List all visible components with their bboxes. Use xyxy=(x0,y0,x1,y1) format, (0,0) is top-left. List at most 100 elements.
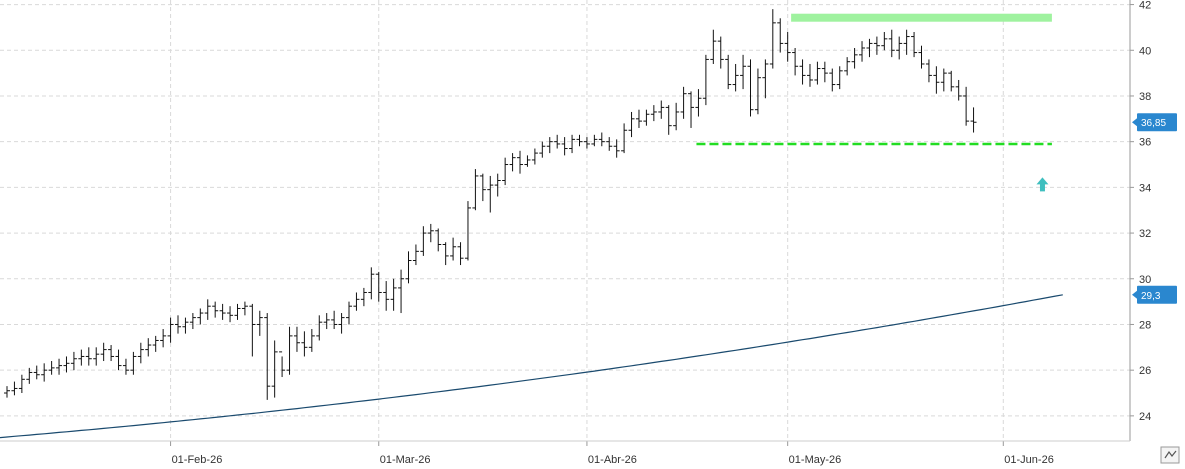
ohlc-bar xyxy=(346,301,353,325)
ohlc-bar xyxy=(583,137,590,149)
ohlc-bar xyxy=(784,31,791,62)
ohlc-bar xyxy=(398,269,405,314)
ohlc-bar xyxy=(368,267,375,300)
y-tick-label: 30 xyxy=(1139,274,1151,286)
ohlc-bar xyxy=(799,59,806,85)
y-tick-label: 38 xyxy=(1139,91,1151,103)
ohlc-bar xyxy=(524,155,531,167)
ohlc-bar xyxy=(903,29,910,55)
y-tick-label: 42 xyxy=(1139,0,1151,12)
ohlc-bar xyxy=(561,137,568,156)
ohlc-bar xyxy=(56,358,63,375)
ohlc-bar xyxy=(635,109,642,128)
ohlc-bar xyxy=(227,306,234,323)
ohlc-bar xyxy=(591,134,598,147)
ohlc-bar xyxy=(769,9,776,69)
ohlc-bar xyxy=(821,61,828,83)
ohlc-bar xyxy=(219,303,226,320)
ohlc-bar xyxy=(420,226,427,256)
x-tick-label: 01-Jun-26 xyxy=(1004,454,1054,466)
ohlc-bar xyxy=(732,63,739,92)
ohlc-bar xyxy=(316,315,323,341)
ohlc-bar xyxy=(851,47,858,69)
ohlc-bar xyxy=(777,18,784,53)
ohlc-bar xyxy=(18,374,25,394)
ohlc-bar xyxy=(182,317,189,334)
ohlc-bar xyxy=(63,356,70,373)
ohlc-bar xyxy=(130,351,137,375)
ohlc-bar xyxy=(293,326,300,352)
ohlc-bar xyxy=(940,68,947,92)
ohlc-bar xyxy=(888,29,895,58)
moving-average-badge-pointer xyxy=(1132,290,1137,299)
collapse-chart-button-frame xyxy=(1160,446,1180,464)
ohlc-bar xyxy=(650,105,657,122)
ohlc-bar xyxy=(531,148,538,165)
moving-average-line xyxy=(0,294,1063,439)
annotation-layer xyxy=(696,13,1052,192)
ohlc-bar xyxy=(509,153,516,172)
ohlc-bar xyxy=(331,310,338,330)
ohlc-bar xyxy=(167,317,174,343)
ohlc-bar xyxy=(264,313,271,400)
ohlc-bar xyxy=(78,349,85,366)
ohlc-bar xyxy=(472,169,479,211)
ohlc-bar xyxy=(4,386,10,398)
ohlc-bar xyxy=(390,278,397,311)
ohlc-bar xyxy=(717,36,724,69)
ohlc-bar xyxy=(546,137,553,154)
ohlc-bar xyxy=(204,299,211,320)
last-price-badge-pointer xyxy=(1132,118,1137,127)
ohlc-bar xyxy=(955,79,962,101)
collapse-chart-button[interactable] xyxy=(1160,446,1180,464)
ohlc-bar xyxy=(137,342,144,364)
ohlc-bar xyxy=(494,173,501,197)
ohlc-bar xyxy=(160,329,167,348)
ohlc-bar xyxy=(212,301,219,318)
ohlc-bar xyxy=(33,365,40,380)
ohlc-bar xyxy=(405,251,412,284)
y-tick-label: 24 xyxy=(1139,411,1151,423)
ohlc-bar xyxy=(658,100,665,119)
ohlc-bar xyxy=(725,54,732,90)
ohlc-bar xyxy=(598,132,605,147)
ohlc-bar xyxy=(695,89,702,117)
moving-average-badge-box xyxy=(1137,285,1177,304)
ohlc-bar xyxy=(576,134,583,147)
ohlc-bar xyxy=(122,358,129,375)
ohlc-bar xyxy=(613,139,620,158)
ohlc-bar xyxy=(643,109,650,126)
ohlc-bar xyxy=(11,381,18,396)
price-badges: 36,85 29,3 xyxy=(1132,113,1177,304)
ohlc-bar xyxy=(249,303,256,357)
ohlc-bar xyxy=(479,173,486,202)
ohlc-bar xyxy=(918,45,925,69)
resistance-zone xyxy=(791,13,1052,22)
ohlc-bar xyxy=(740,54,747,90)
ohlc-bar xyxy=(457,242,464,266)
ohlc-bar xyxy=(859,41,866,62)
price-bars xyxy=(4,9,977,400)
ohlc-bar xyxy=(48,361,55,375)
ohlc-bar xyxy=(412,244,419,266)
ohlc-bar xyxy=(606,137,613,151)
ohlc-bar xyxy=(108,345,115,362)
ohlc-bar xyxy=(286,326,293,375)
ohlc-bar xyxy=(680,86,687,119)
ohlc-bar xyxy=(970,107,977,133)
ohlc-bar xyxy=(152,335,159,352)
ohlc-bar xyxy=(688,91,695,128)
ohlc-bar xyxy=(963,86,970,126)
y-tick-label: 34 xyxy=(1139,182,1151,194)
y-tick-label: 32 xyxy=(1139,228,1151,240)
y-tick-label: 36 xyxy=(1139,137,1151,149)
ohlc-bar xyxy=(323,313,330,330)
ohlc-bar xyxy=(85,347,92,366)
ohlc-bar xyxy=(450,237,457,261)
last-price-badge-label: 36,85 xyxy=(1141,118,1166,129)
ohlc-bar xyxy=(189,313,196,330)
x-tick-label: 01-Mar-26 xyxy=(380,454,431,466)
x-tick-label: 01-May-26 xyxy=(789,454,842,466)
ohlc-bar xyxy=(279,351,286,378)
